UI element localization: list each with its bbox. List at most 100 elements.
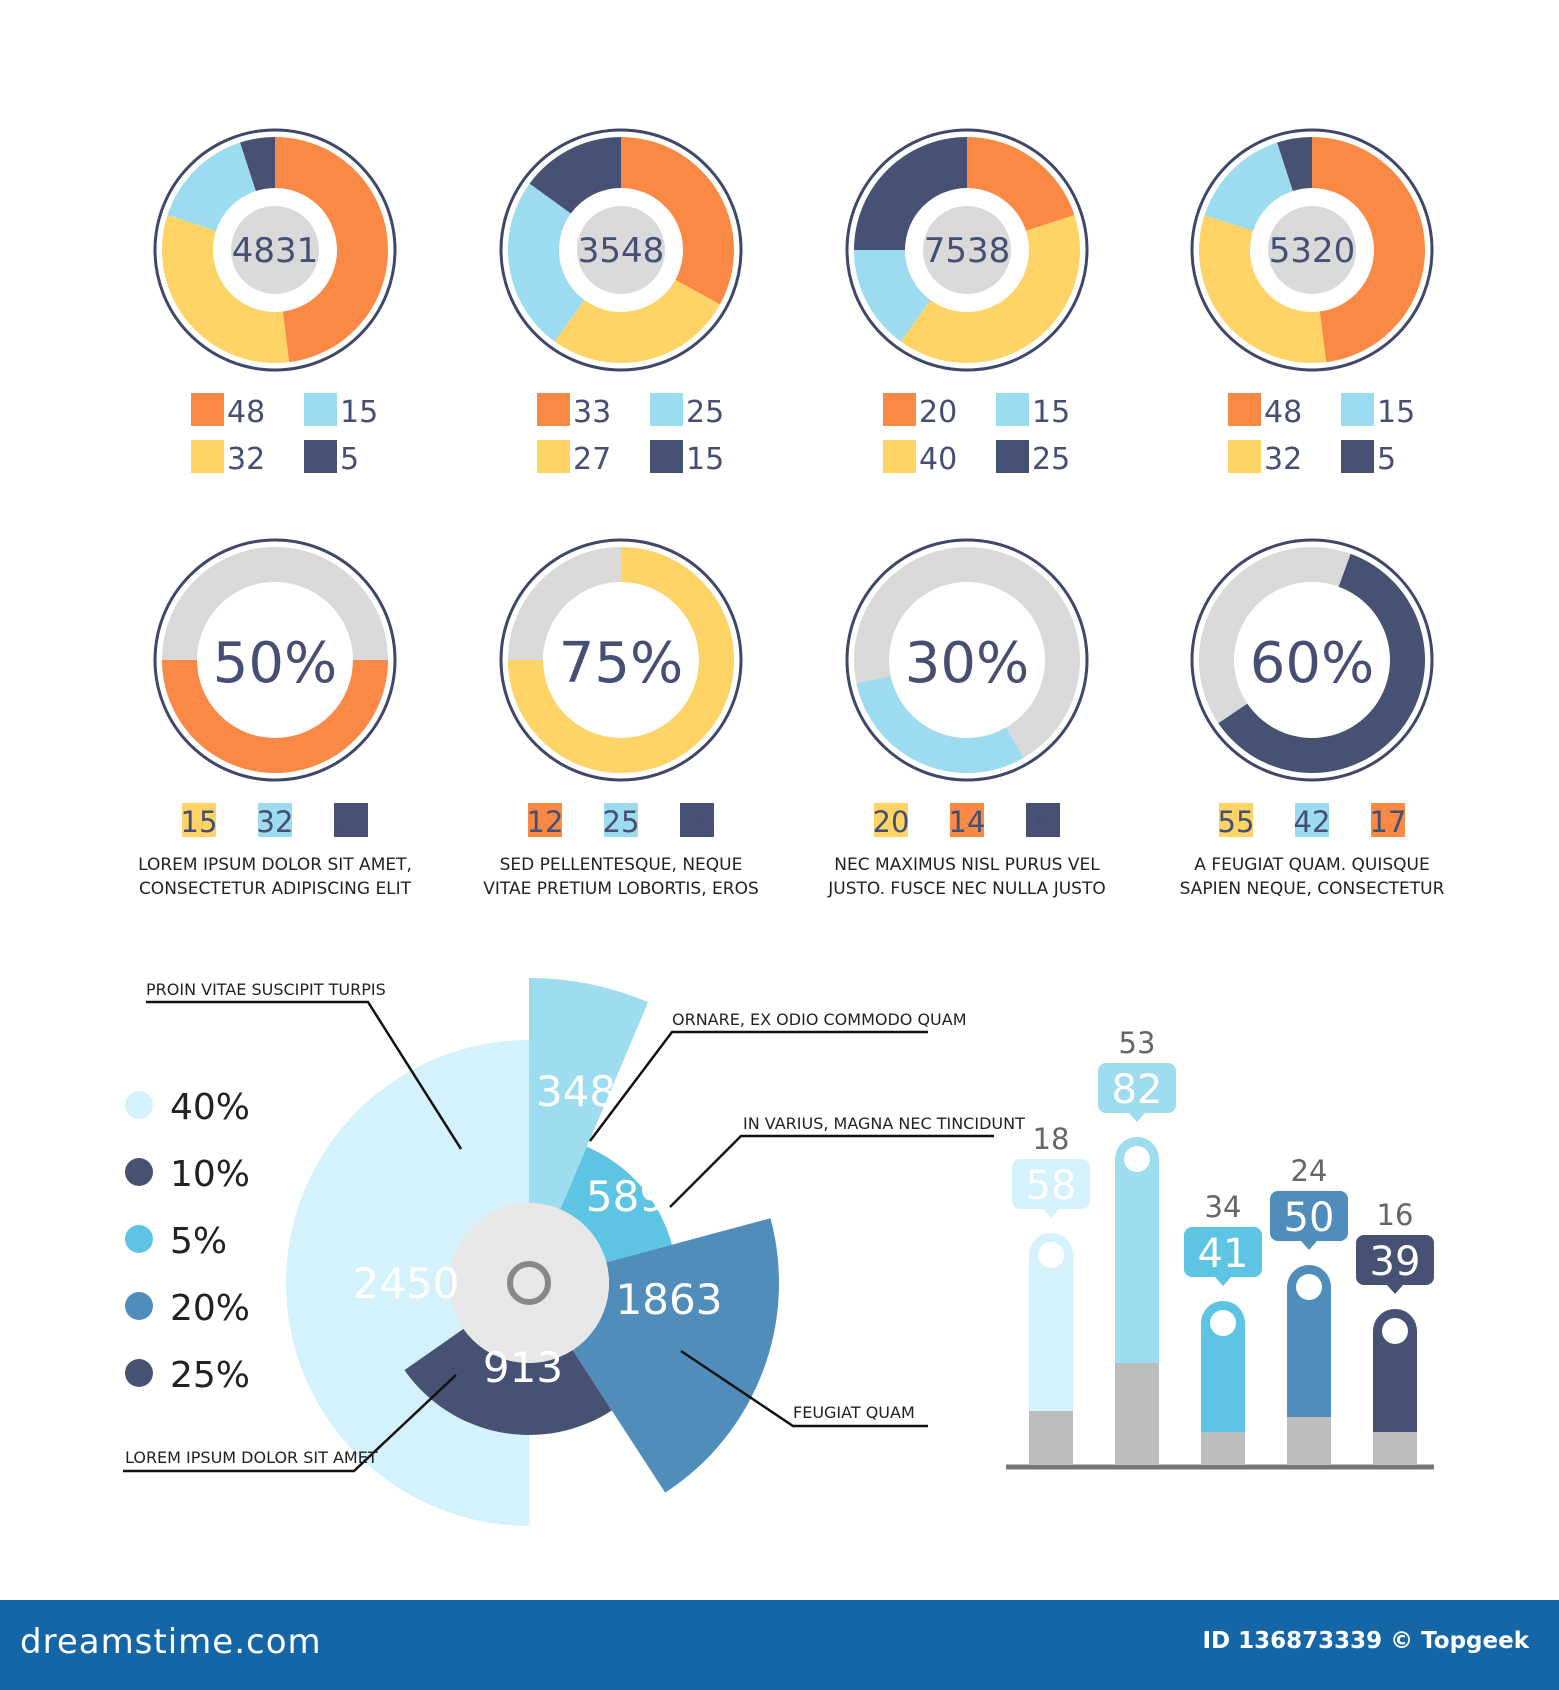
donut-value-arc	[1218, 553, 1426, 774]
bar-knob	[1382, 1318, 1408, 1344]
bar-top-label: 18	[1033, 1122, 1070, 1156]
bar-value: 82	[1112, 1067, 1163, 1113]
rose-sector	[572, 1218, 779, 1493]
donut-segment	[854, 137, 967, 250]
donut-value-arc	[162, 660, 388, 773]
callout-line	[669, 1134, 994, 1208]
legend-swatch	[996, 440, 1029, 473]
callout-line	[589, 1030, 928, 1142]
bar-base-segment	[1287, 1417, 1331, 1465]
caption-line: SAPIEN NEQUE, CONSECTETUR	[1180, 879, 1445, 899]
donut-percent-label: 60%	[1250, 631, 1374, 696]
percent-donut-3: 30% 20 14 8 NEC MAXIMUS NISL PURUS VEL JUSTO.…	[827, 538, 1106, 899]
value-bubble-tail	[1215, 1277, 1231, 1286]
bar-knob	[1038, 1242, 1064, 1268]
legend-swatch	[950, 803, 984, 837]
legend-swatch	[258, 803, 292, 837]
legend-dot	[125, 1091, 153, 1119]
bar-knob	[1124, 1146, 1150, 1172]
legend-swatch	[1219, 803, 1253, 837]
percent-donut-1: 50% 15 32 27 LOREM IPSUM DOLOR SIT AMET, CONS…	[138, 538, 412, 899]
legend-swatch	[680, 803, 714, 837]
donut-hub	[577, 206, 665, 294]
legend-value: 20	[873, 805, 910, 839]
legend-value: 15	[686, 442, 724, 477]
percent-legend: 20 14 8	[873, 803, 1060, 839]
donut-segment	[167, 142, 256, 231]
donut-legend: 33 25 27 15	[537, 393, 724, 477]
legend-swatch	[1341, 440, 1374, 473]
value-bubble	[1098, 1063, 1176, 1113]
legend-swatch	[604, 803, 638, 837]
bar-knob	[1296, 1274, 1322, 1300]
donut-chart-4: 5320 48 15 32 5	[1190, 128, 1434, 477]
legend-value: 5	[340, 442, 359, 477]
donut-center-value: 3548	[578, 231, 665, 271]
legend-value: 32	[227, 442, 265, 477]
value-bubble	[1012, 1159, 1090, 1209]
donut-segment	[240, 137, 275, 192]
donut-segment	[162, 215, 290, 363]
legend-dot	[125, 1359, 153, 1387]
callout-line	[123, 1374, 457, 1473]
footer-credit: ID 136873339 © Topgeek	[1202, 1628, 1529, 1654]
rose-sector-value: 1863	[616, 1275, 723, 1324]
legend-swatch	[537, 393, 570, 426]
footer-bar: dreamstime.com ID 136873339 © Topgeek	[0, 1600, 1559, 1690]
legend-value: 8	[1034, 805, 1052, 839]
bar-knob	[1210, 1310, 1236, 1336]
legend-value: 25	[603, 805, 640, 839]
donut-segment	[1312, 137, 1425, 363]
donut-legend: 48 15 32 5	[1228, 393, 1415, 477]
footer-site-logo[interactable]: dreamstime.com	[20, 1622, 322, 1662]
bar-base-segment	[1029, 1411, 1073, 1465]
donut-segment	[621, 137, 734, 305]
caption-line: JUSTO. FUSCE NEC NULLA JUSTO	[827, 879, 1105, 899]
legend-dot	[125, 1225, 153, 1253]
legend-swatch	[650, 393, 683, 426]
legend-swatch	[1228, 440, 1261, 473]
callout-label: IN VARIUS, MAGNA NEC TINCIDUNT	[743, 1114, 1025, 1133]
donut-center-value: 5320	[1269, 231, 1356, 271]
legend-percent: 25%	[170, 1355, 250, 1396]
donut-segment	[275, 137, 389, 363]
legend-swatch	[1295, 803, 1329, 837]
caption-line: A FEUGIAT QUAM. QUISQUE	[1194, 855, 1429, 875]
legend-percent: 20%	[170, 1288, 250, 1329]
legend-value: 27	[333, 805, 370, 839]
donut-segment	[900, 215, 1080, 364]
bar-value: 58	[1026, 1163, 1077, 1209]
caption-line: LOREM IPSUM DOLOR SIT AMET,	[138, 855, 412, 875]
rose-sector-value: 913	[483, 1343, 563, 1392]
rose-legend: 40% 10% 5% 20% 25%	[125, 1087, 250, 1396]
donut-segment	[554, 279, 721, 363]
donut-segment	[507, 183, 585, 342]
value-bubble	[1270, 1191, 1348, 1241]
legend-swatch	[996, 393, 1029, 426]
legend-dot	[125, 1158, 153, 1186]
value-bubble-tail	[1301, 1241, 1317, 1250]
legend-value: 17	[1370, 805, 1407, 839]
legend-value: 55	[1218, 805, 1255, 839]
legend-percent: 10%	[170, 1154, 250, 1195]
legend-swatch	[182, 803, 216, 837]
value-bubble-tail	[1387, 1285, 1403, 1294]
donut-center-value: 7538	[924, 231, 1011, 271]
legend-swatch	[334, 803, 368, 837]
legend-dot	[125, 1292, 153, 1320]
legend-value: 5	[1377, 442, 1396, 477]
donut-segment	[529, 137, 621, 214]
callout-label: LOREM IPSUM DOLOR SIT AMET	[125, 1448, 378, 1467]
legend-value: 40	[919, 442, 957, 477]
legend-value: 42	[1294, 805, 1331, 839]
caption-line: VITAE PRETIUM LOBORTIS, EROS	[483, 879, 759, 899]
legend-value: 56	[679, 805, 716, 839]
donut-segment	[967, 137, 1075, 231]
donut-center-value: 4831	[232, 231, 319, 271]
donut-legend: 20 15 40 25	[883, 393, 1070, 477]
legend-swatch	[874, 803, 908, 837]
